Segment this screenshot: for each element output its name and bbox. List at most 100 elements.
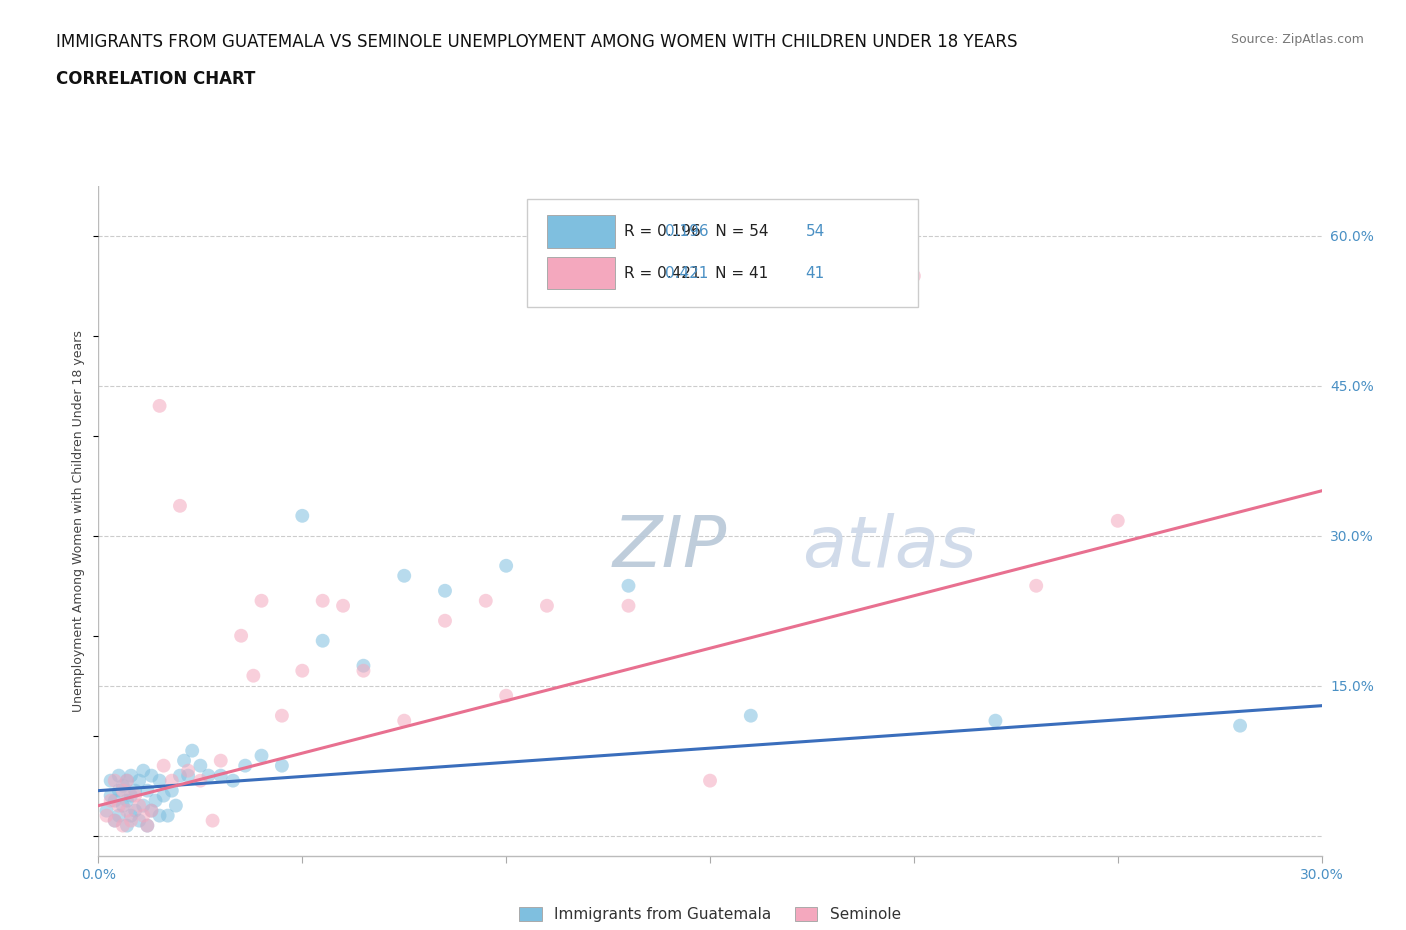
Point	[120, 813, 142, 828]
Point	[352, 658, 374, 673]
Point	[984, 713, 1007, 728]
Point	[100, 789, 122, 804]
Text: 0.421: 0.421	[665, 266, 709, 281]
Point	[115, 773, 138, 788]
Point	[111, 778, 134, 793]
Point	[160, 783, 183, 798]
Point	[209, 753, 232, 768]
Point	[740, 709, 762, 724]
Text: IMMIGRANTS FROM GUATEMALA VS SEMINOLE UNEMPLOYMENT AMONG WOMEN WITH CHILDREN UND: IMMIGRANTS FROM GUATEMALA VS SEMINOLE UN…	[56, 33, 1018, 50]
Text: Source: ZipAtlas.com: Source: ZipAtlas.com	[1230, 33, 1364, 46]
Text: R = 0.421   N = 41: R = 0.421 N = 41	[624, 266, 769, 281]
Point	[352, 663, 374, 678]
Point	[136, 818, 159, 833]
Legend: Immigrants from Guatemala, Seminole: Immigrants from Guatemala, Seminole	[513, 901, 907, 928]
Point	[141, 768, 163, 783]
Point	[233, 758, 256, 773]
Point	[617, 598, 640, 613]
Text: ZIP: ZIP	[612, 513, 727, 582]
Point	[160, 773, 183, 788]
Point	[1025, 578, 1047, 593]
Point	[156, 808, 179, 823]
Y-axis label: Unemployment Among Women with Children Under 18 years: Unemployment Among Women with Children U…	[72, 330, 86, 711]
Point	[177, 764, 200, 778]
Text: 41: 41	[806, 266, 825, 281]
Point	[474, 593, 498, 608]
Point	[115, 773, 138, 788]
Point	[903, 269, 925, 284]
Point	[699, 773, 721, 788]
Point	[104, 813, 127, 828]
Point	[177, 768, 200, 783]
FancyBboxPatch shape	[547, 216, 614, 247]
Point	[104, 773, 127, 788]
Point	[495, 558, 517, 573]
Point	[120, 808, 142, 823]
Point	[312, 593, 335, 608]
Point	[188, 758, 212, 773]
Point	[149, 773, 172, 788]
Point	[115, 804, 138, 818]
Point	[100, 793, 122, 808]
Point	[128, 798, 150, 813]
Point	[197, 768, 219, 783]
Point	[291, 509, 314, 524]
Point	[96, 808, 118, 823]
Point	[1229, 718, 1251, 733]
Text: 54: 54	[806, 224, 825, 239]
Point	[141, 804, 163, 818]
Point	[270, 758, 294, 773]
Point	[434, 583, 457, 598]
Point	[291, 663, 314, 678]
Point	[96, 804, 118, 818]
Point	[145, 793, 167, 808]
Point	[132, 808, 155, 823]
Point	[181, 743, 204, 758]
Text: 0.196: 0.196	[665, 224, 709, 239]
Point	[128, 773, 150, 788]
Point	[132, 764, 155, 778]
Point	[104, 813, 127, 828]
Point	[152, 758, 174, 773]
Point	[115, 818, 138, 833]
Point	[434, 613, 457, 628]
Point	[495, 688, 517, 703]
Point	[250, 749, 273, 764]
Point	[392, 713, 416, 728]
Point	[222, 773, 245, 788]
Point	[149, 398, 172, 413]
Point	[173, 753, 195, 768]
Point	[132, 798, 155, 813]
Point	[100, 773, 122, 788]
Point	[392, 568, 416, 583]
FancyBboxPatch shape	[547, 257, 614, 289]
Point	[209, 768, 232, 783]
Point	[536, 598, 558, 613]
Point	[617, 578, 640, 593]
Point	[242, 669, 264, 684]
Point	[136, 818, 159, 833]
Point	[111, 818, 134, 833]
Point	[270, 709, 294, 724]
Point	[124, 804, 146, 818]
Point	[250, 593, 273, 608]
Point	[136, 783, 159, 798]
Point	[169, 498, 191, 513]
Text: CORRELATION CHART: CORRELATION CHART	[56, 70, 256, 87]
Point	[115, 793, 138, 808]
Point	[149, 808, 172, 823]
Point	[111, 783, 134, 798]
Point	[120, 768, 142, 783]
Point	[152, 789, 174, 804]
Point	[128, 813, 150, 828]
Point	[124, 783, 146, 798]
Point	[124, 789, 146, 804]
Point	[108, 808, 131, 823]
Point	[108, 768, 131, 783]
Point	[141, 804, 163, 818]
Point	[165, 798, 187, 813]
Text: R = 0.196   N = 54: R = 0.196 N = 54	[624, 224, 769, 239]
Point	[332, 598, 354, 613]
Text: atlas: atlas	[801, 513, 976, 582]
Point	[108, 798, 131, 813]
